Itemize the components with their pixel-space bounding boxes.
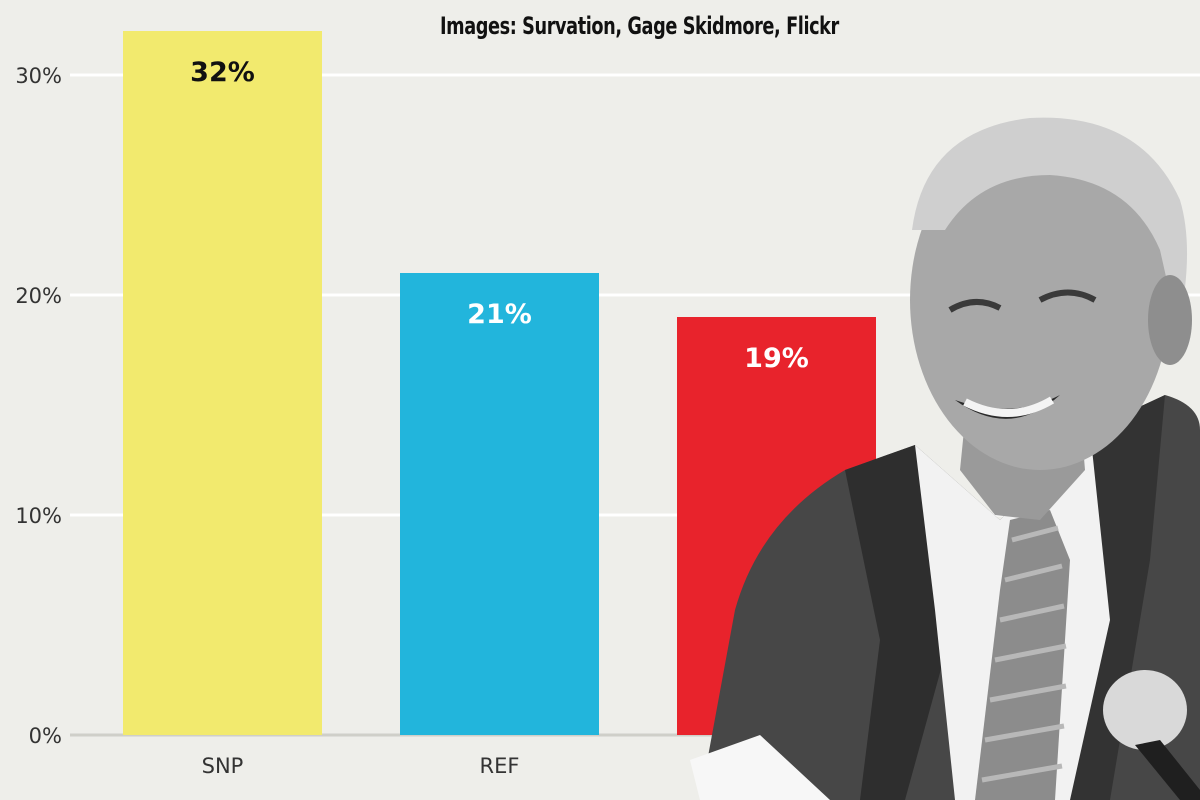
y-tick-label: 10% [15, 504, 62, 528]
y-tick-label: 0% [29, 724, 62, 748]
y-tick-label: 30% [15, 64, 62, 88]
bar-ref [400, 273, 599, 735]
image-credit: Images: Survation, Gage Skidmore, Flickr [440, 12, 839, 40]
data-label: 21% [467, 299, 532, 330]
y-tick-label: 20% [15, 284, 62, 308]
labels: 0% 10% 20% 30% 32% SNP 21% REF 19% [15, 57, 809, 778]
bar-snp [123, 31, 322, 735]
x-category-label: REF [480, 754, 520, 778]
x-category-label: SNP [202, 754, 244, 778]
data-label: 32% [190, 57, 255, 88]
data-label: 19% [744, 343, 809, 374]
photo-of-smiling-man-in-suit [690, 117, 1200, 800]
